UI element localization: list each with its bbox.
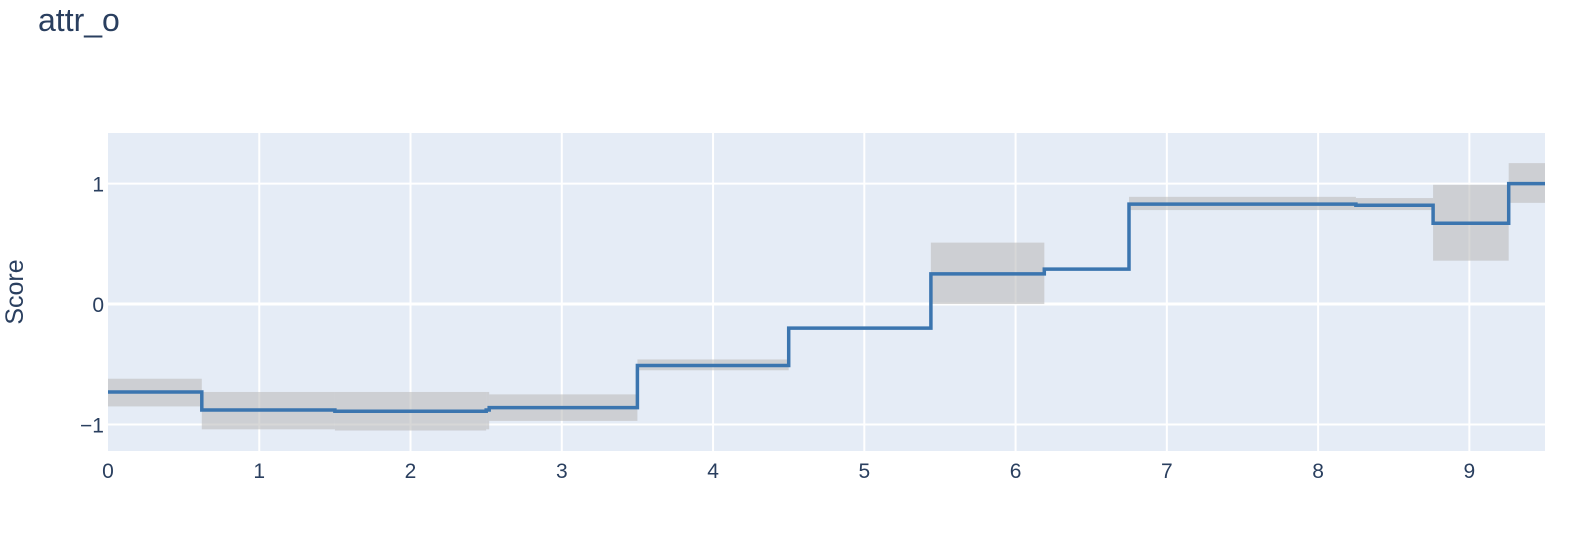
x-tick-label: 4 <box>707 460 719 483</box>
y-axis-title: Score <box>1 259 29 324</box>
x-tick-label: 9 <box>1464 460 1476 483</box>
x-tick-label: 5 <box>858 460 870 483</box>
x-tick-label: 2 <box>405 460 417 483</box>
chart-title: attr_o <box>38 2 120 38</box>
x-axis-ticks: 0 1 2 3 4 5 6 7 8 9 <box>102 460 1475 483</box>
x-tick-label: 1 <box>253 460 265 483</box>
x-tick-label: 8 <box>1312 460 1324 483</box>
score-series <box>108 181 1545 414</box>
y-tick-label: 1 <box>92 174 104 197</box>
x-tick-label: 0 <box>102 460 114 483</box>
x-tick-label: 6 <box>1010 460 1022 483</box>
x-gridlines <box>258 133 1471 451</box>
x-tick-label: 3 <box>556 460 568 483</box>
y-axis-ticks: −1 0 1 <box>80 174 104 438</box>
score-step-line <box>108 181 1545 414</box>
x-tick-label: 7 <box>1161 460 1173 483</box>
y-tick-label: −1 <box>80 415 104 438</box>
y-tick-label: 0 <box>92 294 104 317</box>
